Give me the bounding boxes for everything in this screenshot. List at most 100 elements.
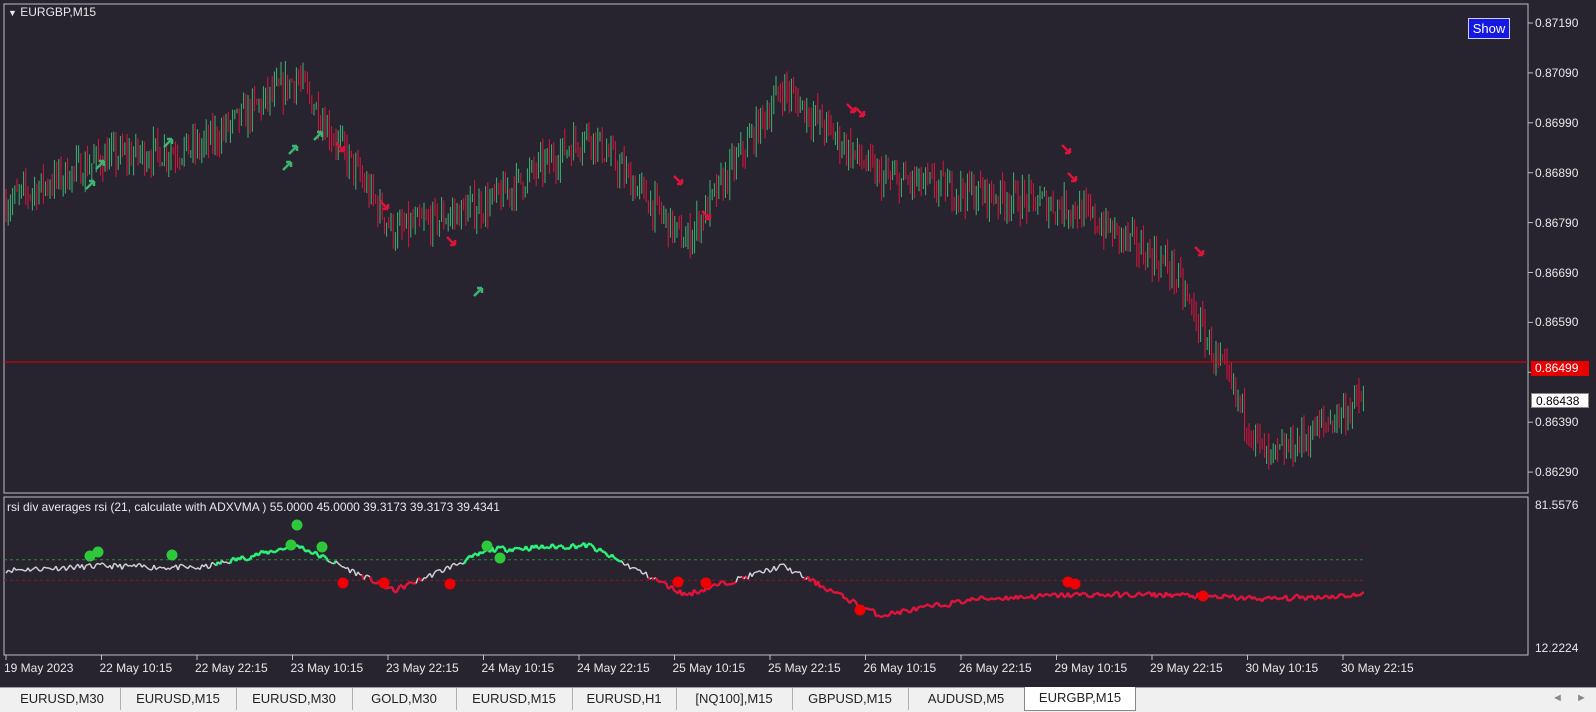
rsi-segment xyxy=(906,610,908,612)
rsi-segment xyxy=(536,545,538,548)
tab-eurusd-m15[interactable]: EURUSD,M15 xyxy=(456,688,573,710)
rsi-segment xyxy=(722,581,724,582)
rsi-segment xyxy=(1294,595,1296,597)
rsi-segment xyxy=(1332,595,1334,598)
rsi-segment xyxy=(122,565,124,569)
rsi-segment xyxy=(44,567,46,568)
bear-divergence-dot xyxy=(701,578,712,589)
rsi-segment xyxy=(100,563,102,565)
rsi-segment xyxy=(1112,594,1114,596)
sell-arrow-icon xyxy=(1068,173,1076,181)
rsi-segment xyxy=(242,556,244,558)
symbol-header[interactable]: ▼ EURGBP,M15 xyxy=(8,5,96,19)
rsi-segment xyxy=(1342,594,1344,595)
rsi-segment xyxy=(454,563,456,565)
rsi-segment xyxy=(502,546,504,547)
rsi-segment xyxy=(714,584,716,585)
rsi-segment xyxy=(422,578,424,581)
chevron-right-icon[interactable]: ► xyxy=(1576,692,1587,704)
rsi-segment xyxy=(36,567,38,570)
rsi-segment xyxy=(1192,595,1194,598)
rsi-segment xyxy=(1000,598,1002,599)
rsi-segment xyxy=(192,567,194,568)
rsi-segment xyxy=(752,573,754,577)
rsi-segment xyxy=(592,545,594,548)
rsi-segment xyxy=(720,581,722,583)
price-label: 0.87090 xyxy=(1535,66,1578,80)
rsi-segment xyxy=(32,568,34,569)
indicator-axis-max: 81.5576 xyxy=(1535,498,1578,512)
rsi-segment xyxy=(410,582,412,583)
rsi-segment xyxy=(846,598,848,601)
price-label: 0.86690 xyxy=(1535,266,1578,280)
rsi-segment xyxy=(658,581,660,582)
tab-eurgbp-m15[interactable]: EURGBP,M15 xyxy=(1024,687,1136,711)
time-label: 22 May 10:15 xyxy=(100,661,173,675)
rsi-segment xyxy=(552,544,554,546)
chart-window[interactable]: ▼ EURGBP,M15 Show rsi div averages rsi (… xyxy=(0,0,1596,687)
rsi-segment xyxy=(396,589,398,592)
rsi-segment xyxy=(766,568,768,569)
rsi-segment xyxy=(494,550,496,552)
tab-eurusd-m30[interactable]: EURUSD,M30 xyxy=(236,688,353,710)
chart-canvas[interactable] xyxy=(0,0,1596,687)
tab-eurusd-m30[interactable]: EURUSD,M30 xyxy=(4,688,121,710)
tab-gold-m30[interactable]: GOLD,M30 xyxy=(352,688,457,710)
rsi-segment xyxy=(1070,596,1072,598)
rsi-segment xyxy=(618,560,620,561)
rsi-segment xyxy=(784,564,786,567)
rsi-segment xyxy=(482,552,484,554)
buy-arrow-icon xyxy=(86,181,94,189)
rsi-segment xyxy=(86,565,88,566)
bear-divergence-dot xyxy=(1198,591,1209,602)
tab-gbpusd-m15[interactable]: GBPUSD,M15 xyxy=(792,688,909,710)
rsi-segment xyxy=(1134,596,1136,597)
rsi-segment xyxy=(604,552,606,554)
rsi-segment xyxy=(458,563,460,565)
rsi-segment xyxy=(832,591,834,593)
bull-divergence-dot xyxy=(93,547,104,558)
rsi-segment xyxy=(998,598,1000,599)
rsi-segment xyxy=(350,569,352,573)
tab-audusd-m5[interactable]: AUDUSD,M5 xyxy=(908,688,1025,710)
sell-arrow-icon xyxy=(856,108,864,116)
rsi-segment xyxy=(56,566,58,571)
bear-divergence-dot xyxy=(445,579,456,590)
rsi-segment xyxy=(924,605,926,607)
tab-eurusd-h1[interactable]: EURUSD,H1 xyxy=(572,688,677,710)
rsi-segment xyxy=(730,584,732,585)
rsi-segment xyxy=(1238,597,1240,599)
rsi-segment xyxy=(1338,594,1340,597)
rsi-segment xyxy=(1128,594,1130,597)
rsi-segment xyxy=(1136,593,1138,596)
rsi-segment xyxy=(1052,593,1054,594)
rsi-segment xyxy=(1054,593,1056,594)
rsi-segment xyxy=(432,573,434,577)
tab--nq100-m15[interactable]: [NQ100],M15 xyxy=(676,688,793,710)
bull-divergence-dot xyxy=(482,541,493,552)
rsi-segment xyxy=(796,572,798,573)
rsi-segment xyxy=(724,582,726,585)
tab-eurusd-m15[interactable]: EURUSD,M15 xyxy=(120,688,237,710)
rsi-segment xyxy=(932,605,934,607)
rsi-segment xyxy=(1292,597,1294,599)
rsi-segment xyxy=(726,584,728,585)
rsi-segment xyxy=(450,565,452,570)
rsi-segment xyxy=(460,563,462,564)
triangle-down-icon[interactable]: ▼ xyxy=(8,8,17,18)
rsi-segment xyxy=(614,558,616,559)
rsi-segment xyxy=(178,565,180,570)
rsi-segment xyxy=(672,585,674,590)
rsi-segment xyxy=(916,608,918,611)
rsi-segment xyxy=(790,568,792,574)
show-button[interactable]: Show xyxy=(1468,18,1510,39)
rsi-segment xyxy=(830,589,832,591)
rsi-segment xyxy=(464,560,466,564)
chevron-left-icon[interactable]: ◄ xyxy=(1552,692,1563,704)
rsi-segment xyxy=(794,572,796,573)
rsi-segment xyxy=(576,546,578,549)
rsi-segment xyxy=(66,568,68,570)
rsi-segment xyxy=(148,569,150,570)
rsi-segment xyxy=(656,578,658,581)
sell-arrow-icon xyxy=(1195,247,1203,255)
